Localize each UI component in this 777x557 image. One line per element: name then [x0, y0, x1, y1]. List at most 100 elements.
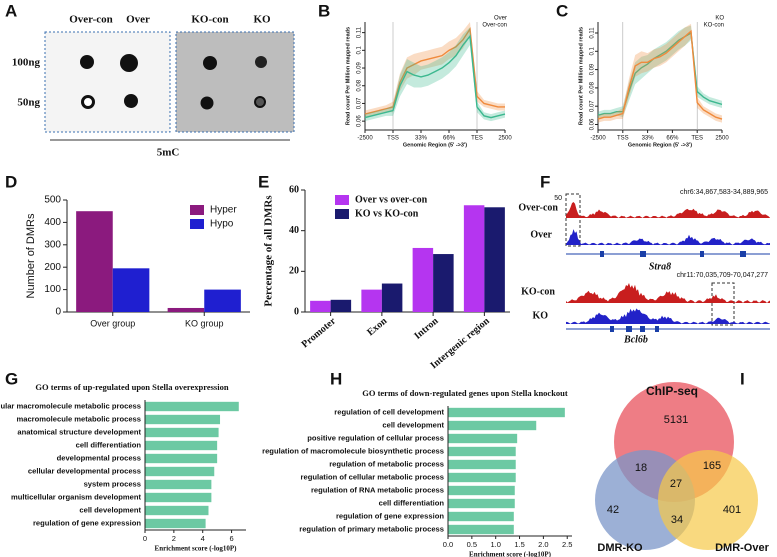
bar [361, 289, 382, 312]
y-tick-label: regulation of gene expression [336, 512, 444, 521]
x-tick-label: Over group [90, 318, 135, 328]
error-band [365, 22, 505, 118]
bar [448, 433, 518, 444]
y-tick-label: 0.07 [590, 100, 596, 112]
bar [448, 420, 537, 431]
column-label: KO [253, 14, 271, 26]
y-tick-label: 0.06 [590, 118, 596, 130]
signal-track [566, 308, 770, 324]
y-tick-label: 0.1 [590, 46, 596, 55]
exon [655, 326, 659, 332]
x-tick-label: 1.0 [490, 540, 500, 549]
y-axis-label: Read count Per Million mapped reads [578, 27, 584, 125]
bar [76, 211, 113, 312]
x-tick-label: 2500 [498, 136, 512, 142]
x-tick-label: 0 [143, 534, 147, 543]
y-tick-label: 40 [289, 225, 299, 236]
signal-track [566, 283, 770, 303]
bar [448, 472, 516, 483]
series-line [597, 31, 723, 117]
set-label: DMR-Over [715, 542, 770, 554]
x-tick-label: 1.5 [514, 540, 524, 549]
y-tick-label: cell differentiation [76, 441, 142, 450]
bar [448, 498, 515, 509]
x-tick-label: TSS [617, 136, 629, 142]
y-tick-label: regulation of RNA metabolic process [311, 486, 444, 495]
x-tick-label: KO group [185, 318, 224, 328]
region-count: 34 [671, 514, 683, 526]
region-count: 18 [635, 462, 647, 474]
region-count: 42 [607, 504, 619, 516]
panel-label: G [5, 369, 18, 388]
set-label: ChIP-seq [646, 384, 698, 398]
exon [700, 251, 704, 257]
dot [203, 56, 217, 70]
error-band [365, 27, 505, 122]
bar [145, 414, 221, 425]
dot [124, 94, 138, 108]
x-tick-label: -2500 [357, 136, 373, 142]
region-count: 5131 [664, 414, 688, 426]
y-tick-label: positive regulation of cellular process [307, 434, 444, 443]
y-tick-label: 500 [44, 195, 61, 206]
bar [145, 492, 212, 503]
x-tick-label: 0.0 [443, 540, 453, 549]
y-tick-label: cell differentiation [379, 499, 445, 508]
x-tick-label: 0.5 [467, 540, 477, 549]
y-tick-label: 20 [289, 266, 299, 277]
panel-label: I [740, 369, 745, 388]
series-line [364, 27, 505, 115]
column-label: KO-con [191, 14, 228, 26]
bar [145, 440, 218, 451]
dot [120, 54, 138, 72]
y-tick-label: 0.09 [590, 63, 596, 75]
legend-label: Over [494, 16, 507, 22]
bar [381, 283, 403, 312]
bar [167, 307, 205, 312]
error-band [598, 25, 722, 120]
y-axis-label: Number of DMRs [25, 213, 37, 298]
bar [448, 524, 514, 535]
y-tick-label: cellular developmental process [28, 467, 141, 476]
legend-swatch [335, 209, 349, 219]
locus-coords: chr11:70,035,709-70,047,277 [677, 272, 768, 279]
panel-h: GO terms of down-regulated genes upon St… [262, 388, 572, 557]
track-label: KO-con [521, 286, 555, 297]
x-tick-label: TES [471, 136, 483, 142]
column-label: Over-con [69, 14, 113, 26]
y-tick-label: 400 [44, 217, 61, 228]
bar [112, 268, 150, 312]
y-tick-label: regulation of metabolic process [329, 460, 444, 469]
x-axis-label: Genomic Region (5' ->3') [403, 142, 467, 148]
bar [448, 446, 516, 457]
panel-label: E [258, 172, 269, 191]
legend-label: Over vs over-con [355, 194, 428, 205]
x-tick-label: TSS [387, 136, 399, 142]
x-tick-label: 2 [172, 534, 176, 543]
y-tick-label: 0.1 [357, 45, 363, 54]
track-scale: 50 [554, 195, 562, 202]
y-tick-label: anatomical structure development [17, 428, 141, 437]
y-tick-label: cell development [79, 506, 141, 515]
panel-label: C [556, 1, 568, 20]
bar [145, 427, 219, 438]
legend-label: Over-con [482, 23, 507, 29]
x-axis-label: Enrichment score (-log10P) [155, 545, 238, 553]
y-tick-label: 100 [44, 284, 61, 295]
y-tick-label: regulation of macromolecule biosynthetic… [262, 447, 444, 456]
x-axis-label: Genomic Region (5' ->3') [628, 142, 692, 148]
x-tick-label: -2500 [590, 136, 606, 142]
error-band [598, 23, 722, 123]
legend-swatch [190, 205, 204, 215]
exon [600, 251, 604, 257]
signal-track [566, 229, 770, 245]
legend-label: KO vs KO-con [355, 208, 419, 219]
bar [204, 289, 241, 312]
y-tick-label: 0.08 [357, 79, 363, 91]
x-tick-label: 6 [229, 534, 233, 543]
dot [255, 56, 267, 68]
bar [412, 247, 434, 312]
x-tick-label: 33% [642, 136, 655, 142]
bar [448, 511, 514, 522]
